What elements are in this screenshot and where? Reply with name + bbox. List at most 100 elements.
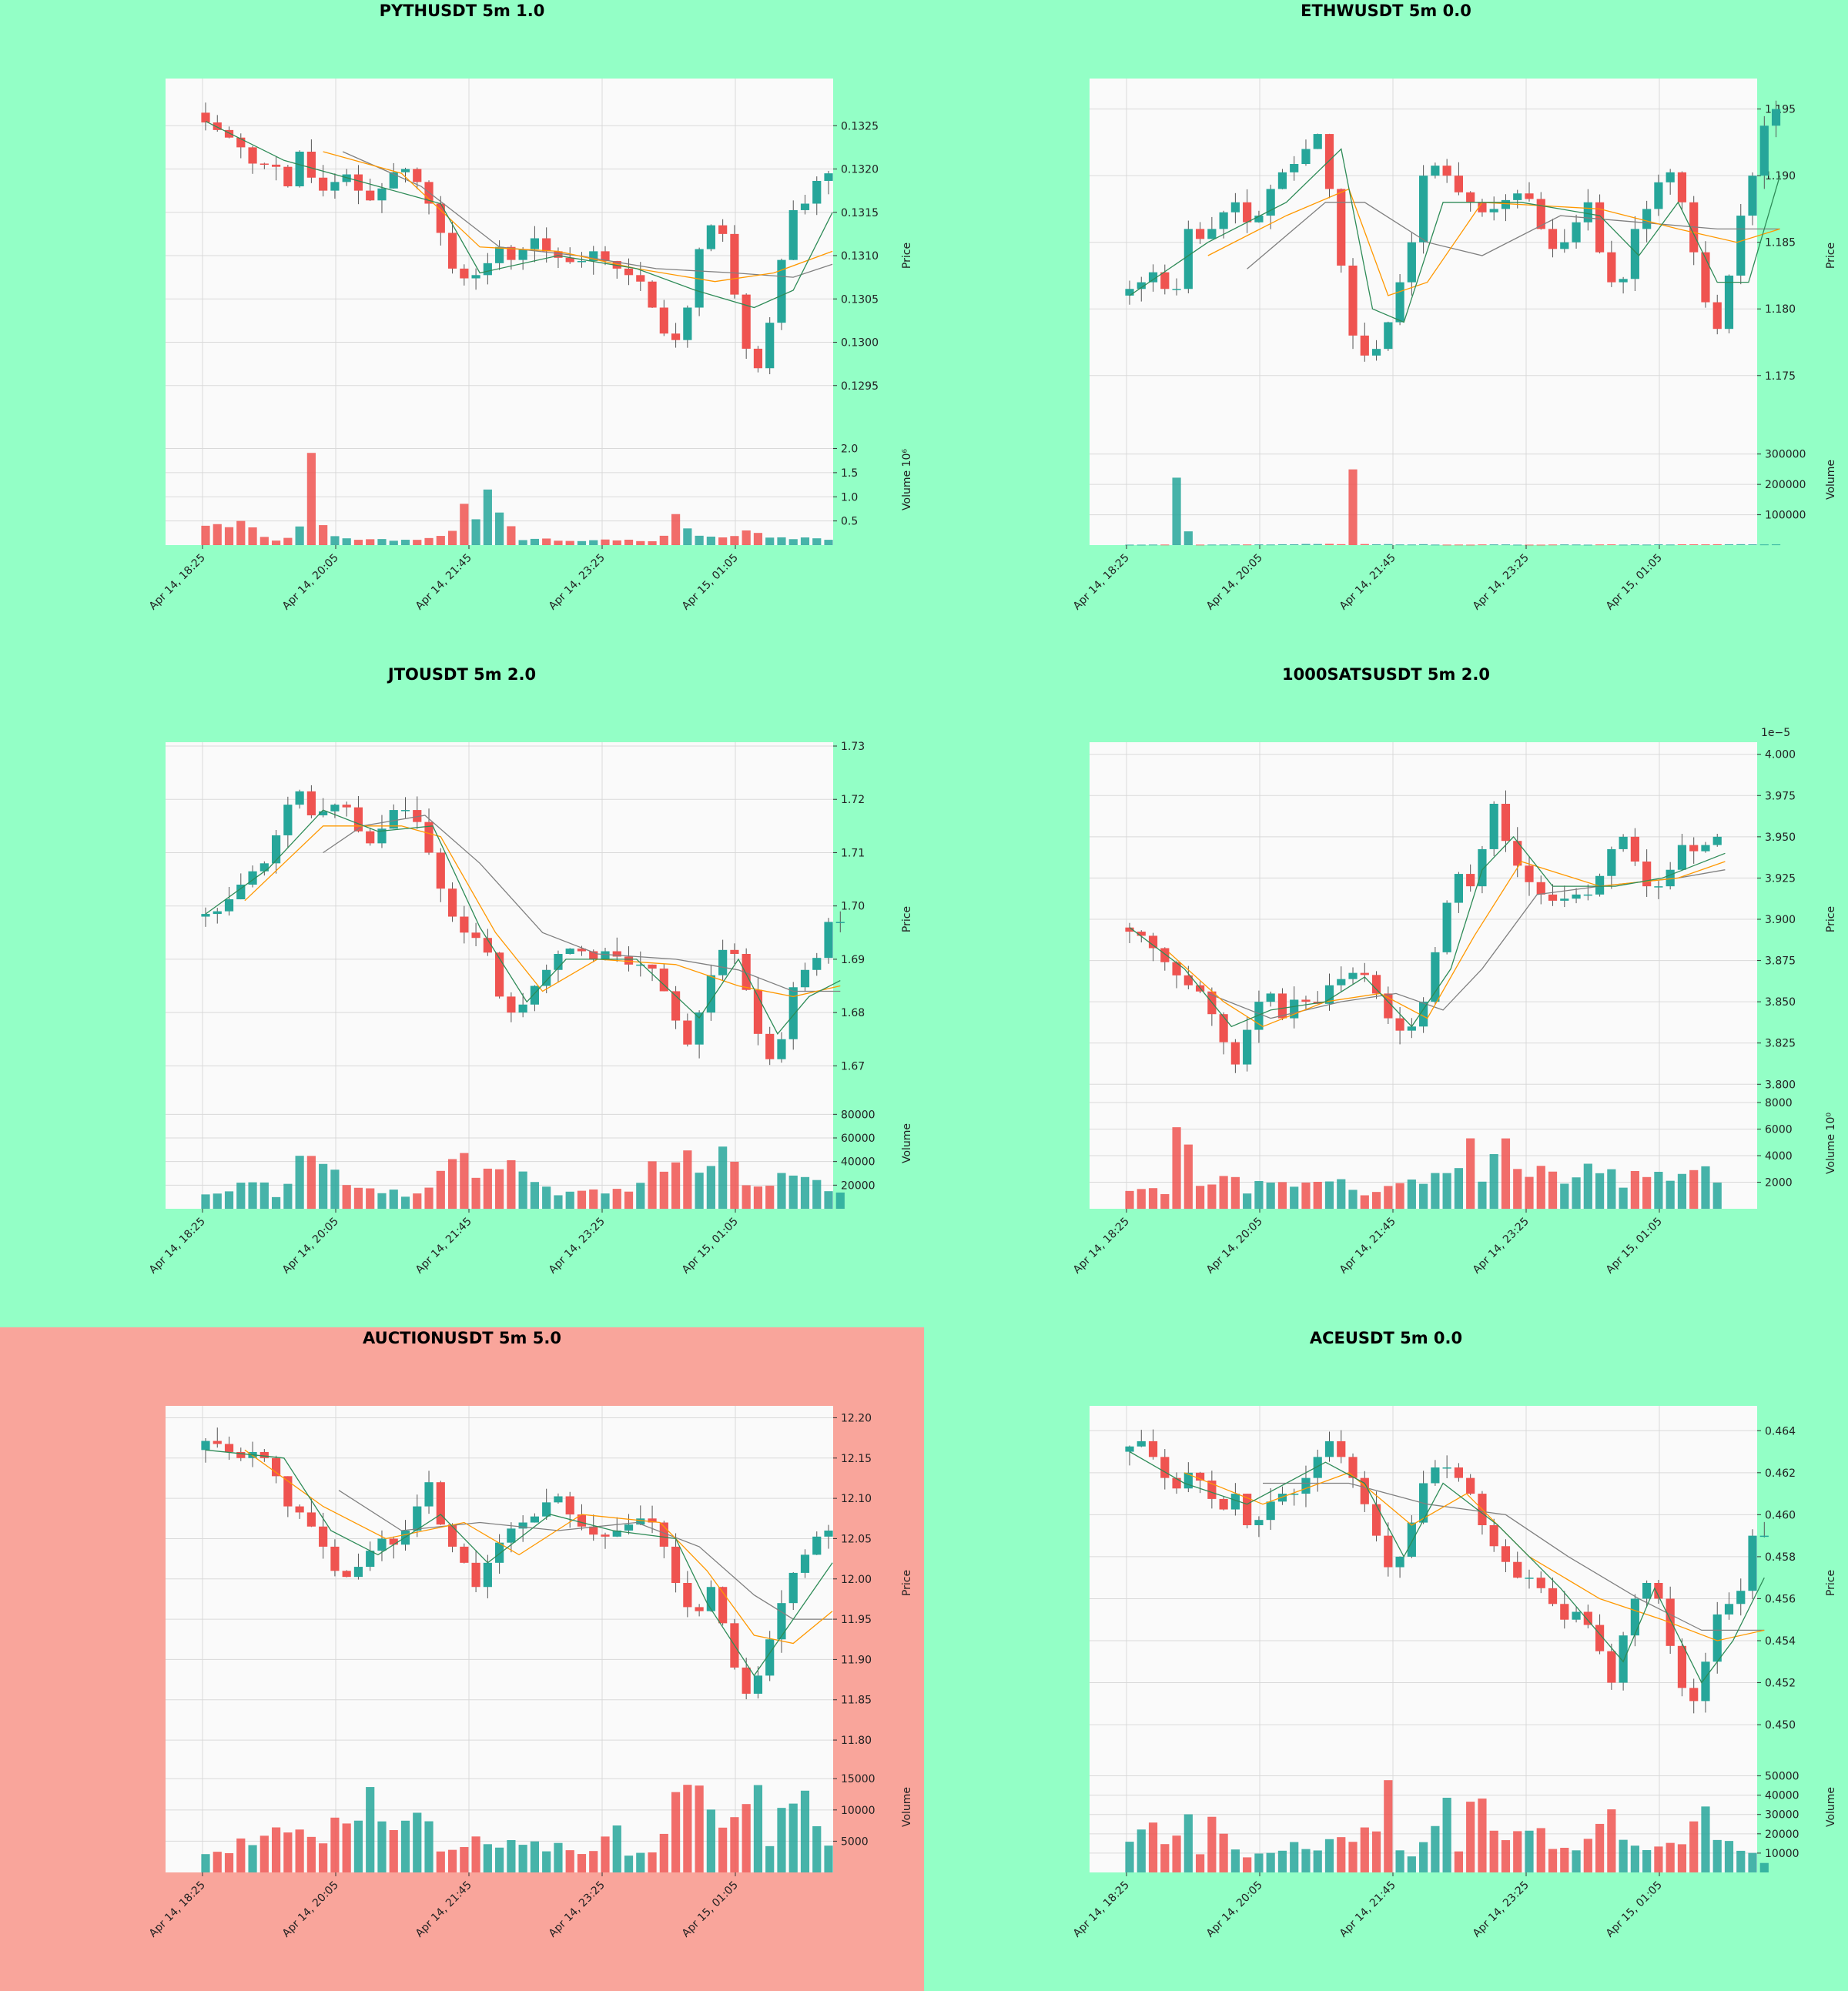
candle-body xyxy=(1630,836,1639,862)
volume-bar xyxy=(1442,1173,1451,1209)
volume-bar xyxy=(389,1829,398,1872)
candle-body xyxy=(1360,335,1369,356)
volume-bar xyxy=(800,1790,810,1872)
volume-bar xyxy=(1371,1192,1381,1209)
candle-body xyxy=(330,805,340,811)
candle-body xyxy=(353,807,363,832)
volume-bar xyxy=(1313,544,1322,545)
volume-bar xyxy=(259,1835,269,1872)
volume-bar xyxy=(1172,1127,1181,1209)
volume-tick-label: 2.0 xyxy=(841,443,858,456)
candle-body xyxy=(577,949,587,952)
volume-bar xyxy=(1277,1850,1287,1872)
candle-body xyxy=(1230,1042,1240,1065)
candle-body xyxy=(1642,862,1652,887)
candle-body xyxy=(824,173,833,181)
candle-body xyxy=(1160,272,1170,289)
candle-body xyxy=(589,951,598,959)
volume-bar xyxy=(1513,1831,1522,1872)
volume-bar xyxy=(683,1785,692,1872)
candle-body xyxy=(765,1639,775,1676)
candle-body xyxy=(777,259,786,323)
candle-body xyxy=(295,1506,304,1513)
price-tick-label: 12.15 xyxy=(841,1453,872,1465)
volume-bar xyxy=(1666,1180,1675,1209)
volume-bar xyxy=(1243,1857,1252,1872)
candle-body xyxy=(507,246,516,260)
candle-body xyxy=(565,1496,574,1515)
candle-body xyxy=(812,958,822,970)
volume-bar xyxy=(835,1192,845,1209)
candle-body xyxy=(577,1514,587,1527)
volume-bar xyxy=(330,1817,340,1872)
candle-body xyxy=(554,1496,563,1503)
volume-bar xyxy=(1290,544,1299,545)
candle-body xyxy=(283,805,293,835)
candle-body xyxy=(800,969,810,988)
candlestick-chart: 0.1295 0.1300 0.1305 0.1310 0.1315 0.1320 0.13… xyxy=(147,79,913,613)
candle-body xyxy=(377,1538,387,1551)
volume-bar xyxy=(1630,544,1639,546)
volume-bar xyxy=(1172,1835,1181,1872)
volume-bar xyxy=(1513,544,1522,546)
volume-bar xyxy=(1454,1851,1464,1872)
candle-body xyxy=(1736,216,1746,276)
volume-bar xyxy=(1501,1138,1511,1209)
volume-bar xyxy=(565,1191,574,1209)
volume-bar xyxy=(1501,544,1511,546)
price-tick-label: 3.900 xyxy=(1765,914,1796,926)
volume-bar xyxy=(342,1823,351,1872)
price-tick-label: 11.80 xyxy=(841,1735,872,1747)
volume-axis-label: Volume 10⁰ xyxy=(1825,1113,1837,1174)
volume-bar xyxy=(788,1175,798,1209)
candle-body xyxy=(1431,1467,1440,1484)
price-tick-label: 1.175 xyxy=(1765,370,1796,383)
volume-bar xyxy=(1536,1166,1545,1209)
x-tick-label: Apr 14, 20:05 xyxy=(280,1879,341,1940)
candle-body xyxy=(1160,1457,1170,1478)
candles xyxy=(201,785,845,1066)
volume-bar xyxy=(201,525,210,545)
volume-bar xyxy=(518,1845,527,1872)
candle-body xyxy=(1572,1611,1581,1620)
volume-bar xyxy=(1243,544,1252,546)
candle-body xyxy=(1454,176,1464,192)
candle-body xyxy=(1489,804,1498,849)
candle-body xyxy=(706,975,715,1013)
volume-axis-label: Volume xyxy=(901,1123,913,1163)
volume-bar xyxy=(824,1845,833,1872)
candle-body xyxy=(636,1518,645,1525)
volume-bar xyxy=(248,527,257,545)
price-axis-label: Price xyxy=(901,1570,913,1596)
volume-bar xyxy=(507,526,516,545)
volume-bar xyxy=(1337,1837,1346,1872)
price-tick-label: 1.73 xyxy=(841,741,865,753)
candle-body xyxy=(366,1551,375,1568)
candle-body xyxy=(1431,952,1440,1002)
volume-bar xyxy=(1230,1176,1240,1209)
volume-bar xyxy=(800,1176,810,1209)
volume-bar xyxy=(1419,544,1428,545)
volume-bar xyxy=(1384,1186,1393,1209)
candle-body xyxy=(259,163,269,165)
candle-body xyxy=(1724,275,1734,330)
volume-axis: 20000 40000 60000 80000 xyxy=(833,1109,875,1192)
candle-body xyxy=(471,932,480,939)
moving-average-mid xyxy=(244,825,841,998)
volume-bar xyxy=(1266,1183,1275,1209)
candle-body xyxy=(306,791,316,815)
candle-body xyxy=(1548,894,1558,901)
candlestick-chart: 11.80 11.85 11.90 11.95 12.00 12.05 12.10 12.15… xyxy=(147,1406,913,1940)
volume-bar xyxy=(718,537,728,545)
volume-bar xyxy=(259,1182,269,1209)
volume-bar xyxy=(1442,544,1451,546)
volume-bar xyxy=(1748,544,1757,546)
x-tick-label: Apr 14, 20:05 xyxy=(1204,1216,1265,1277)
volume-bar xyxy=(624,539,634,545)
candle-body xyxy=(1748,1535,1757,1591)
volume-bar xyxy=(295,1829,304,1872)
volume-bar xyxy=(1348,1842,1358,1872)
candle-body xyxy=(1536,199,1545,229)
volume-bar xyxy=(1689,1170,1699,1209)
volume-tick-label: 60000 xyxy=(841,1133,875,1145)
